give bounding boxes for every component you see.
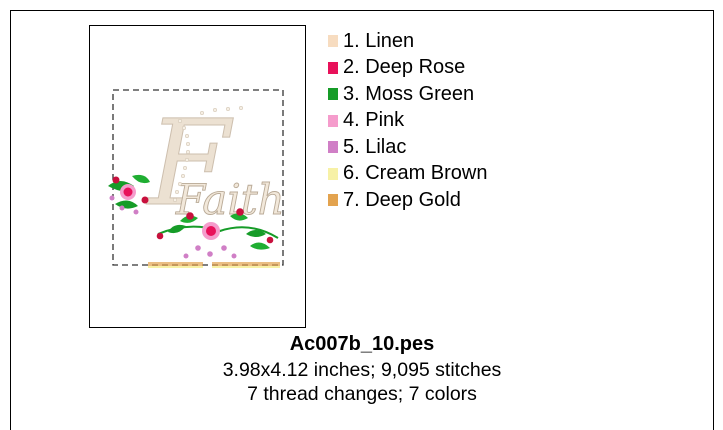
gold-border bbox=[148, 262, 280, 268]
thread-label: 1. Linen bbox=[343, 29, 415, 52]
thread-item: 4. Pink bbox=[328, 108, 488, 135]
thread-label: 7. Deep Gold bbox=[343, 188, 461, 211]
thread-color-legend: 1. Linen 2. Deep Rose 3. Moss Green 4. P… bbox=[328, 28, 488, 214]
bottom-flower-spray bbox=[156, 208, 279, 259]
thread-label: 2. Deep Rose bbox=[343, 56, 466, 79]
thread-label: 5. Lilac bbox=[343, 135, 407, 158]
thread-item: 6. Cream Brown bbox=[328, 161, 488, 188]
color-swatch bbox=[328, 35, 338, 48]
color-swatch bbox=[328, 141, 338, 154]
monogram-letter: F bbox=[146, 94, 234, 232]
pearl-dots bbox=[172, 105, 244, 203]
color-swatch bbox=[328, 167, 338, 180]
color-swatch bbox=[328, 61, 338, 74]
thread-item: 3. Moss Green bbox=[328, 81, 488, 108]
thread-label: 3. Moss Green bbox=[343, 82, 475, 105]
thread-item: 5. Lilac bbox=[328, 134, 488, 161]
design-filename: Ac007b_10.pes bbox=[289, 333, 435, 355]
color-swatch bbox=[328, 114, 338, 127]
left-flower-cluster bbox=[108, 174, 150, 215]
thread-item: 7. Deep Gold bbox=[328, 187, 488, 214]
embroidery-preview-image: F Faith bbox=[108, 89, 285, 268]
design-size-stitches: 3.98x4.12 inches; 9,095 stitches bbox=[222, 359, 502, 381]
design-preview: F Faith bbox=[89, 25, 306, 328]
thread-label: 4. Pink bbox=[343, 109, 405, 132]
thread-item: 1. Linen bbox=[328, 28, 488, 55]
thread-item: 2. Deep Rose bbox=[328, 55, 488, 82]
color-swatch bbox=[328, 194, 338, 207]
design-thread-changes: 7 thread changes; 7 colors bbox=[247, 383, 477, 405]
thread-label: 6. Cream Brown bbox=[343, 162, 488, 185]
design-info: Ac007b_10.pes 3.98x4.12 inches; 9,095 st… bbox=[10, 331, 714, 406]
color-swatch bbox=[328, 88, 338, 101]
